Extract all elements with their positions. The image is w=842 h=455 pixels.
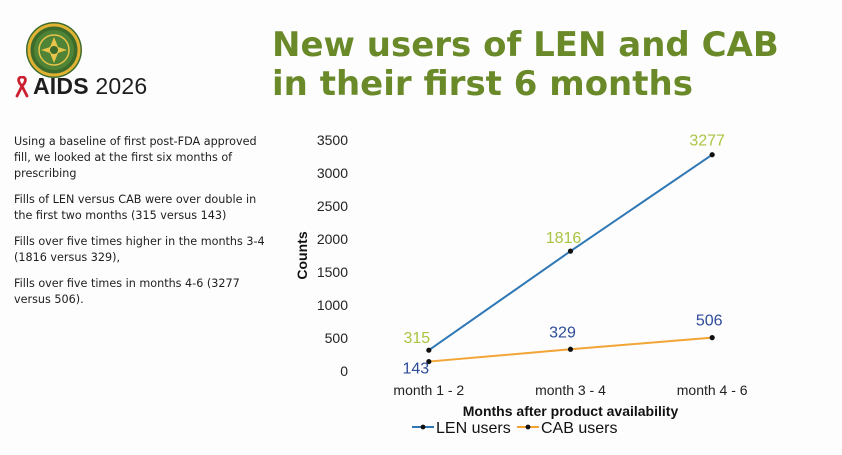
x-tick-label: month 1 - 2 <box>393 382 464 398</box>
data-label: 315 <box>403 330 430 347</box>
x-axis-label: Months after product availability <box>463 403 679 419</box>
emblem-seal-icon <box>26 22 82 78</box>
y-tick-label: 0 <box>340 363 348 379</box>
x-tick-label: month 3 - 4 <box>535 382 606 398</box>
note-paragraph: Using a baseline of first post-FDA appro… <box>14 135 257 180</box>
y-tick-label: 3000 <box>317 165 348 181</box>
legend-label: CAB users <box>541 420 617 437</box>
note-paragraph: Fills over five times in months 4-6 (327… <box>14 277 240 306</box>
conference-name: AIDS 2026 <box>33 73 147 100</box>
data-point <box>567 248 574 254</box>
legend-label: LEN users <box>436 420 511 437</box>
data-point <box>426 358 432 365</box>
data-label: 3277 <box>689 133 725 150</box>
y-tick-label: 1500 <box>317 264 348 280</box>
note-paragraph: Fills of LEN versus CAB were over double… <box>14 193 257 222</box>
note-paragraph: Fills over five times higher in the mont… <box>14 235 265 264</box>
conference-brand: AIDS 2026 <box>14 73 147 100</box>
x-tick-label: month 4 - 6 <box>677 382 748 398</box>
slide-title: New users of LEN and CAB in their first … <box>272 26 832 104</box>
data-label: 329 <box>549 324 576 341</box>
y-tick-label: 1000 <box>317 297 348 313</box>
brand-year: 2026 <box>95 73 148 99</box>
red-ribbon-icon <box>15 75 29 97</box>
y-tick-label: 2000 <box>317 231 348 247</box>
notes-panel: Using a baseline of first post-FDA appro… <box>14 134 276 318</box>
y-tick-label: 3500 <box>317 132 348 148</box>
legend-marker <box>525 424 531 430</box>
data-point <box>709 335 715 341</box>
data-label: 506 <box>696 313 723 330</box>
y-tick-label: 2500 <box>317 198 348 214</box>
data-point <box>709 152 715 158</box>
title-line-1: New users of LEN and CAB <box>272 25 779 65</box>
title-line-2: in their first 6 months <box>272 64 693 104</box>
y-axis-label: Counts <box>294 231 310 279</box>
y-tick-label: 500 <box>325 330 349 346</box>
data-point <box>567 346 574 352</box>
brand-prefix: AIDS <box>33 73 89 99</box>
legend-marker <box>420 424 426 430</box>
data-point <box>426 347 432 353</box>
data-label: 143 <box>402 361 429 378</box>
data-label: 1816 <box>546 230 582 247</box>
